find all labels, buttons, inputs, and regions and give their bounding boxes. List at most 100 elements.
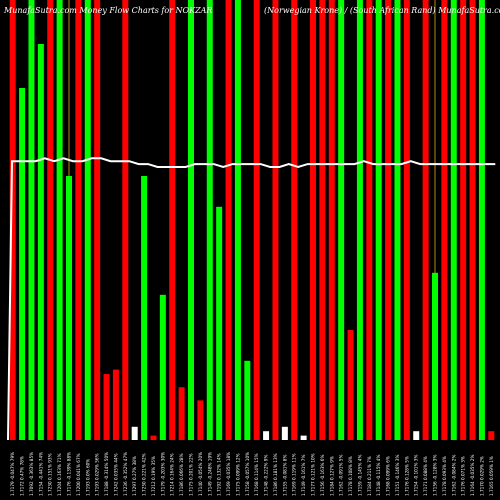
bar-35: [338, 0, 345, 440]
x-tick-label-5: 1.7204 0.163% 71%: [57, 453, 62, 496]
bar-29: [281, 426, 288, 440]
bar-27: [263, 431, 270, 440]
bar-24: [234, 0, 241, 440]
bar-13: [131, 426, 138, 440]
bar-10: [103, 374, 110, 440]
bar-37: [356, 0, 363, 440]
bar-11: [112, 369, 119, 440]
x-tick-label-32: 1.7177 0.121% 10%: [311, 453, 316, 496]
x-tick-label-16: 1.7179 -0.203% 30%: [160, 452, 165, 496]
bar-3: [37, 44, 44, 440]
x-tick-label-30: 1.7169 0.119% 11%: [292, 453, 297, 496]
bar-39: [375, 0, 382, 440]
bar-28: [272, 0, 279, 440]
bar-6: [66, 176, 72, 440]
bar-23: [225, 0, 232, 440]
bar-36: [347, 330, 354, 440]
bar-48: [460, 0, 467, 440]
x-tick-label-28: 1.7186 0.181% 13%: [273, 453, 278, 496]
bar-34: [328, 0, 335, 440]
x-tick-label-9: 1.7193 0.029% 56%: [95, 453, 100, 496]
bars: [9, 0, 495, 440]
x-tick-label-51: 1.7165 0.059% 1%: [489, 456, 494, 496]
x-tick-label-33: 1.7156 -0.163% 6%: [320, 455, 325, 496]
x-tick-label-39: 1.7148 -0.115% 4%: [376, 455, 381, 496]
bar-32: [310, 0, 316, 440]
bar-44: [422, 0, 429, 440]
x-tick-label-18: 1.7186 0.066% 28%: [179, 453, 184, 496]
bar-33: [319, 0, 326, 440]
x-tick-label-36: 1.7178 0.108% 8%: [348, 456, 353, 496]
bar-46: [441, 0, 448, 440]
bar-41: [394, 0, 401, 440]
x-tick-label-22: 1.7192 0.132% 14%: [217, 453, 222, 496]
bar-22: [216, 206, 223, 440]
x-tick-label-49: 1.7164 -0.035% 2%: [470, 455, 475, 496]
x-tick-label-19: 1.7175 0.201% 22%: [189, 453, 194, 496]
x-tick-label-10: 1.7188 -0.314% 50%: [104, 452, 109, 496]
x-tick-label-31: 1.7149 -0.161% 7%: [301, 455, 306, 496]
x-tick-label-37: 1.7159 -0.145% 4%: [357, 455, 362, 496]
bar-20: [197, 400, 204, 440]
x-tick-label-42: 1.7176 0.128% 5%: [404, 456, 409, 496]
x-tick-label-4: 1.7230 0.151% 93%: [48, 453, 53, 496]
x-tick-label-14: 1.7250 0.221% 42%: [142, 453, 147, 496]
x-tick-label-40: 1.7168 0.099% 6%: [386, 456, 391, 496]
chart-title-right: (Norwegian Krone) / (South African Rand)…: [264, 6, 500, 15]
x-tick-label-47: 1.7162 -0.084% 2%: [451, 455, 456, 496]
x-tick-label-23: 1.7169 -0.035% 18%: [226, 452, 231, 496]
x-tick-label-50: 1.7170 0.029% 2%: [479, 456, 484, 496]
bar-16: [159, 294, 166, 440]
x-tick-label-6: 1.7176 -0.139% 88%: [67, 452, 72, 496]
bar-17: [169, 0, 176, 440]
bar-26: [253, 0, 260, 440]
bar-51: [488, 431, 495, 440]
bar-1: [19, 88, 26, 440]
bar-7: [75, 0, 82, 440]
x-tick-label-26: 1.7168 0.114% 15%: [254, 453, 259, 496]
x-tick-label-24: 1.7175 0.099% 12%: [235, 453, 240, 496]
bar-30: [291, 0, 298, 440]
money-flow-line: [7, 157, 496, 441]
x-tick-label-45: 1.7156 -0.128% 3%: [433, 455, 438, 496]
x-tick-label-3: 1.7154 -0.441% 74%: [38, 452, 43, 496]
bar-49: [469, 0, 476, 440]
x-tick-label-41: 1.7151 -0.146% 3%: [395, 455, 400, 496]
x-tick-label-29: 1.7155 -0.081% 8%: [282, 455, 287, 496]
x-tick-label-25: 1.7158 -0.057% 10%: [245, 452, 250, 496]
bar-4: [47, 0, 54, 440]
x-tick-labels: 1.7179 -0.047% 79% 1.7172 0.47% 78% 1.7092…: [10, 452, 494, 496]
bar-38: [366, 0, 373, 440]
x-tick-label-1: 1.7172 0.47% 78%: [20, 456, 25, 496]
bar-47: [450, 0, 457, 440]
bar-45: [432, 272, 438, 440]
bar-0: [9, 0, 16, 440]
bar-12: [122, 0, 129, 440]
bar-15: [150, 435, 157, 440]
bar-42: [403, 0, 410, 440]
x-tick-label-27: 1.7148 -0.222% 9%: [264, 455, 269, 496]
bar-50: [478, 0, 485, 440]
bar-14: [141, 176, 148, 440]
x-tick-label-7: 1.7200 0.041% 67%: [76, 453, 81, 496]
x-tick-label-46: 1.7178 0.093% 4%: [442, 456, 447, 496]
bar-9: [94, 0, 101, 440]
bar-40: [385, 0, 392, 440]
bar-31: [300, 435, 307, 440]
x-tick-label-20: 1.7140 -0.054% 20%: [198, 452, 203, 496]
x-tick-label-21: 1.7149 -0.248% 19%: [207, 452, 212, 496]
x-tick-label-34: 1.7184 0.127% 9%: [329, 456, 334, 496]
x-tick-label-8: 1.7193 0.0% 60%: [85, 459, 90, 496]
bar-8: [84, 0, 91, 440]
x-tick-label-44: 1.7171 0.088% 4%: [423, 456, 428, 496]
bar-2: [28, 0, 35, 440]
bar-43: [413, 431, 420, 440]
bar-25: [244, 360, 251, 440]
x-tick-label-35: 1.7162 -0.091% 5%: [339, 455, 344, 496]
bar-18: [178, 387, 185, 440]
x-tick-label-38: 1.7184 0.211% 7%: [367, 456, 372, 496]
chart-title-left: MunafaSutra.com Money Flow Charts for NO…: [3, 6, 212, 15]
x-tick-label-15: 1.7212 0.19% 35%: [151, 456, 156, 496]
x-tick-label-12: 1.7236 -0.352% 47%: [123, 452, 128, 496]
